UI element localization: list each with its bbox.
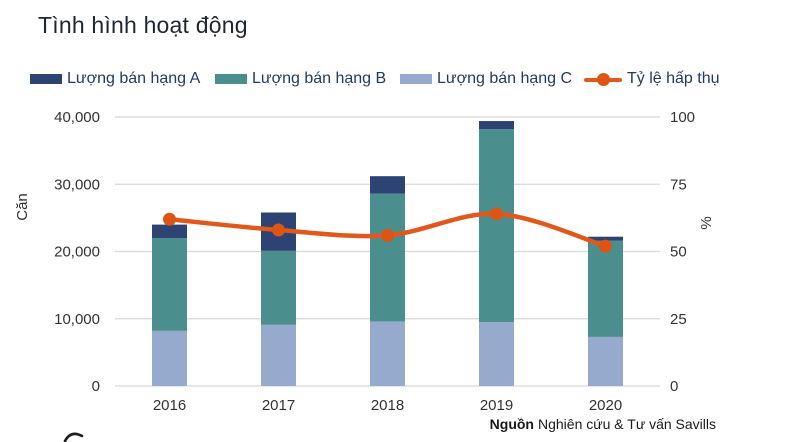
right-axis-title: % (698, 216, 715, 229)
bar-segment (370, 193, 405, 322)
left-axis-tick-label: 30,000 (54, 176, 100, 193)
legend-swatch-icon (400, 74, 432, 84)
left-axis-tick-label: 20,000 (54, 244, 100, 261)
absorption-rate-dot (163, 212, 176, 226)
bar-segment (152, 238, 187, 331)
source-note: Nguồn Nghiên cứu & Tư vấn Savills (490, 416, 716, 432)
legend-swatch-icon (215, 74, 247, 84)
absorption-rate-dot (599, 239, 612, 253)
bar-segment (370, 176, 405, 194)
bar-segment (479, 129, 514, 323)
right-axis-tick-label: 25 (670, 311, 687, 328)
legend-item-0: Lượng bán hạng A (30, 68, 200, 90)
bar-segment (261, 324, 296, 386)
x-axis-category-label: 2017 (262, 397, 295, 414)
absorption-rate-dot (490, 207, 503, 221)
legend-label: Tỷ lệ hấp thụ (627, 70, 720, 87)
left-axis-tick-label: 0 (92, 378, 100, 395)
x-axis-category-label: 2018 (371, 397, 404, 414)
chart-legend: Lượng bán hạng A Lượng bán hạng B Lượng bá… (0, 68, 800, 90)
chart-title: Tình hình hoạt động (38, 12, 248, 38)
bar-segment (479, 322, 514, 386)
legend-item-1: Lượng bán hạng B (215, 68, 386, 90)
legend-line-marker-icon (584, 72, 622, 86)
legend-item-2: Lượng bán hạng C (400, 68, 572, 90)
x-axis-category-label: 2016 (153, 397, 186, 414)
absorption-rate-dot (272, 223, 285, 237)
legend-label: Lượng bán hạng C (437, 70, 573, 87)
legend-label: Lượng bán hạng A (67, 70, 201, 87)
bar-segment (261, 250, 296, 325)
right-axis-tick-label: 0 (670, 378, 678, 395)
right-axis-tick-label: 100 (670, 109, 695, 126)
left-axis-tick-label: 10,000 (54, 311, 100, 328)
source-text: Nghiên cứu & Tư vấn Savills (537, 416, 716, 432)
source-prefix: Nguồn (489, 416, 534, 432)
chart-plot-area: 0 0 10,000 25 20,000 50 30,000 75 40,000 100 Căn% 2… (14, 109, 715, 414)
bar-segment (152, 224, 187, 239)
bar-segment (152, 330, 187, 386)
right-axis-tick-label: 50 (670, 244, 687, 261)
bar-segment (588, 236, 623, 241)
cropped-text-fragment (63, 432, 84, 442)
left-axis-tick-label: 40,000 (54, 109, 100, 126)
bar-segment (588, 336, 623, 386)
bar-segment (370, 321, 405, 386)
bar-segment (479, 121, 514, 130)
x-axis-category-label: 2019 (480, 397, 513, 414)
legend-label: Lượng bán hạng B (252, 70, 387, 87)
right-axis-tick-label: 75 (670, 176, 687, 193)
bar-segment (588, 240, 623, 337)
left-axis-title: Căn (14, 193, 31, 221)
x-axis-category-label: 2020 (589, 397, 622, 414)
absorption-rate-dot (381, 228, 394, 242)
legend-item-3: Tỷ lệ hấp thụ (584, 68, 720, 90)
legend-swatch-icon (30, 74, 62, 84)
